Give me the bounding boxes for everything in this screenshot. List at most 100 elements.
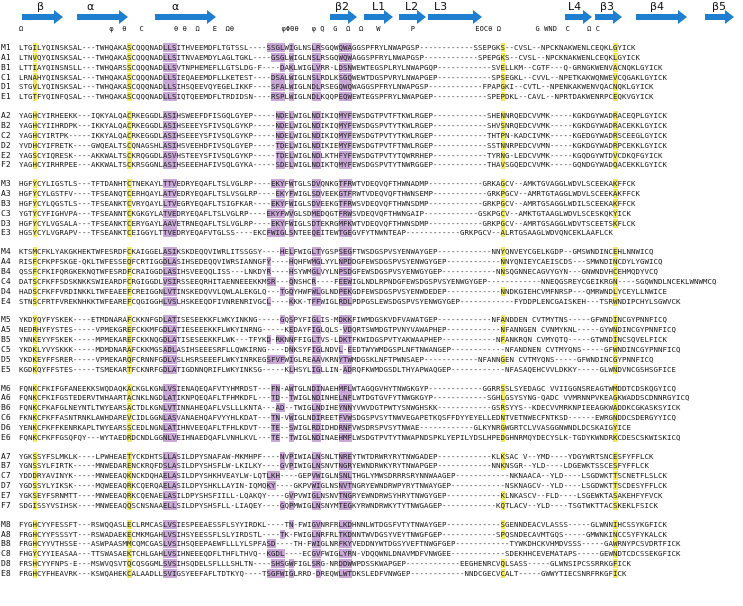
ss-label-10: β5 [712,0,727,13]
ss-arrow-3 [330,10,357,24]
sequence-residues: YAGHCYIRHRPEE---AKKWALTSCKRSGGNLASIHSEEE… [19,160,667,170]
ss-label-1: α [87,0,95,13]
sequence-residues: YNNKEYYFSKEK-----MPMEKAREFCKKNQGDLATISES… [19,335,667,345]
sequence-id: A3 [1,189,11,199]
ss-label-7: L4 [568,0,582,13]
sequence-id: C6 [1,413,11,423]
sequence-residues: STNSCFRTFVREKNHKKTWFEAREFCQGIGGHLVSLHSKE… [19,296,681,306]
sequence-residues: KTSMCFKLYAKGKHEKTWFESRDFCKAIGGELASIKSKDE… [19,247,654,257]
sequence-id: E2 [1,150,11,160]
sequence-id: D5 [1,354,11,364]
sequence-residues: FRSHCYYFNPS-E---MSWVQSVTQCQSGGMLSVSIHSQD… [19,559,631,569]
sequence-id: A4 [1,257,11,267]
sequence-id: M4 [1,247,11,257]
ss-label-6: L3 [434,0,448,13]
sequence-id: B5 [1,335,11,345]
ss-label-2: α [172,0,180,13]
sequence-id: E8 [1,568,11,578]
sequence-id: B2 [1,120,11,130]
sequence-id: D6 [1,422,11,432]
ss-arrow-0 [22,10,63,24]
sequence-residues: YVDHCYIFRETK----GWQEALTSCQNAGSHLASIHSVEE… [19,140,667,150]
sequence-id: E6 [1,432,11,442]
sequence-id: C5 [1,344,11,354]
sequence-id: B6 [1,403,11,413]
sequence-residues: YKDKEYFFSRER-----VPMEKARQFCRNNFGDLVSLHSR… [19,354,654,364]
sequence-id: A1 [1,52,11,62]
sequence-id: C4 [1,276,11,286]
sequence-residues: YKDYQYFYSKEK----ETMDNARAFCKKNFGDLATISESE… [19,315,667,325]
sequence-residues: YENKCFKFFKENRKAPLTWYEARSSCEDLNGNLATIHNVE… [19,422,631,432]
sequence-residues: YGDSSYLYIKSK-----MQWEEAQRKCQERQAELASILDP… [19,481,667,491]
ss-arrow-10 [705,10,734,24]
sequence-residues: FQNKCFKAFGLNEYNTLTWYEARSACTDLKGNLVTINNAH… [19,403,681,413]
sequence-residues: LTNVQYQINSKSAL---TWHQAKASCQQQNADLLSITNVA… [19,52,640,62]
sequence-id: C8 [1,549,11,559]
sequence-id: D1 [1,82,11,92]
sequence-residues: YAGHCYIRTPK-----IKKYALQACRKEGGDLASIHSEEE… [19,130,667,140]
sequence-id: C7 [1,471,11,481]
sequence-id: A5 [1,325,11,335]
sequence-residues: FQNKCFKFFGSQFQY---WYTAEDRDCNDLGGNLVEIHNA… [19,432,681,442]
sequence-residues: FRGHCYYFSSSYT---RSWADAEKECMKMGAHLVSIHSYE… [19,529,667,539]
sequence-residues: FKNKCFKFFASNTRNKLAWHDAREVCIDLGGNLASVANAE… [19,413,676,423]
sequence-residues: YKDKLYVYSKKK-----MDMDNARAFCKKMGSADLASIHS… [19,344,681,354]
sequence-id: M6 [1,383,11,393]
sequence-id: C2 [1,130,11,140]
ss-label-9: β4 [650,0,665,13]
ss-label-3: β2 [335,0,350,13]
sequence-id: M5 [1,315,11,325]
sequence-residues: YDDDRYAVINYK-----MNWEEAQKNCKDQHAELASILDP… [19,471,667,481]
sequence-id: D2 [1,140,11,150]
sequence-residues: FYGHCYYFESSFT---RSWQQASLECLRMCASLVSIESPE… [19,519,667,529]
sequence-residues: YGKSSYFSLMKLK----LPWHEAETYCKDHTSLLASILDP… [19,451,654,461]
sequence-residues: LTGTFYQINFQSAL---TWHQAKASCQQQNADLLSIQTQE… [19,92,654,102]
sequence-residues: DATSCFKFFSDSKNKKSWIEARDFCRGIGGDLVSIRSSEE… [19,276,717,286]
sequence-residues: LTTIAYQINSNSLL---TWHQARSSCQQQNADLLSVTNPH… [19,62,663,72]
sequence-residues: HGFYCYLIGSTLS---TFTDANHTCTNEKAYLTTVEDRYE… [19,179,636,189]
sequence-residues: HGSYCYLVGRAPV---TFSEANKTCEIGGYLTTVEDRYEQ… [19,228,613,238]
sequence-id: B8 [1,539,11,549]
sequence-residues: HGFYCYLQGSTLS---TFSEANKTCVRYQAYLLTVEGRYE… [19,198,636,208]
sequence-id: B4 [1,267,11,276]
ss-label-0: β [37,0,45,13]
sequence-id: A2 [1,111,11,121]
conservation-symbol-line: Ω φ θ C θ θ Ω E Ωθ φΦΘθ φ Q G Ω Ω W P EΟ… [19,25,601,33]
sequence-residues: FRGHCYFHEAVRK---KSWQAHEKCALAADLLSVIGSYEE… [19,568,627,578]
sequence-id: A8 [1,529,11,539]
sequence-id: M1 [1,43,11,52]
ss-arrow-7 [565,10,592,24]
sequence-id: B7 [1,461,11,471]
sequence-residues: QSSFCFKIFQRGKEKNQTWFESRDFCRAIGGDLASIHSVE… [19,267,658,276]
ss-arrow-2 [155,10,216,24]
sequence-residues: HGFYCYLGSTFV----TFSEANQTCERHQAYLATVEDRYE… [19,189,640,199]
sequence-id: D4 [1,286,11,296]
sequence-residues: FHGYCYYIEASAA---TTSWASAEKTCHLGAHLVSIHNEE… [19,549,681,559]
sequence-id: C1 [1,72,11,82]
sequence-residues: LTGILYQINSKSAL---TWHQAKASCQQQNADLLSITHVE… [19,43,636,52]
ss-arrow-8 [595,10,622,24]
sequence-id: M3 [1,179,11,189]
sequence-residues: YAGHCYIRHEEKK---IQKYALQACRKEGGDLASIHSWEE… [19,111,667,121]
sequence-id: D7 [1,481,11,491]
sequence-residues: LRNAHYQINSKSAL---TWHQAKASCQQQNADLLSIEQAE… [19,72,667,82]
ss-arrow-4 [364,10,393,24]
sequence-residues: SDGISSYVSIHSK----MNWEEAQQSCNSNAAELLSILDP… [19,500,658,510]
sequence-residues: YAGSCYIQRESK----AKKWALTSCKRQGGDLASVHSTEE… [19,150,663,160]
ss-arrow-9 [636,10,687,24]
sequence-residues: FQNKCFKIFGSTEDERVTWHAARTACNKLNGDLATIKNPQ… [19,393,690,403]
sequence-residues: YGTYCYFIGHVPA---TFSEANNTCKGKGYLATVEDRYEQ… [19,208,631,218]
sequence-id: M8 [1,519,11,529]
sequence-residues: STGVLYQINSKSAL---TWHQAKASCQQQNADLLSIHSQE… [19,82,654,92]
sequence-residues: YAGHCYIIHRDPK---IKKYALQACRKEGGDLASIHSEEE… [19,120,667,130]
sequence-id: F2 [1,160,11,170]
ss-label-5: L2 [405,0,419,13]
sequence-residues: HGFYCYLVGSALA---TFSEANKTCERYGAYLAAVETRNE… [19,218,636,228]
sequence-residues: RISFCFKPFSKGE-QKLTWFESSEQFCRTIGGDLASIHSE… [19,257,663,267]
ss-arrow-6 [428,10,482,24]
sequence-id: E4 [1,296,11,306]
sequence-id: E7 [1,491,11,500]
sequence-residues: FRGHCYYVTHSSE---ASWPAASMMCQMCGASLVSIHSQE… [19,539,681,549]
sequence-residues: HADSCFKFFVRDINKKLTWFEAEEFCREIGGNLVTINSKE… [19,286,667,296]
